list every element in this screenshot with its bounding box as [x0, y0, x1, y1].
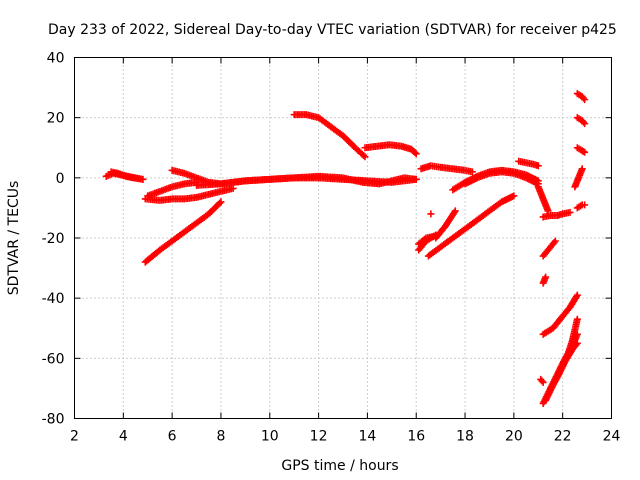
x-tick-label: 12 [310, 429, 328, 445]
series-arc-13 [424, 192, 518, 260]
series-arc-2 [107, 168, 147, 183]
series-arc-27 [546, 330, 581, 392]
x-tick-label: 6 [168, 429, 177, 445]
data-point [573, 291, 581, 299]
data-point [534, 162, 542, 170]
y-tick-label: 0 [56, 171, 65, 187]
series-arc-23 [539, 291, 581, 338]
x-tick-labels: 2 4 6 8 10 12 14 16 18 20 22 24 [70, 429, 620, 445]
data-point [539, 378, 547, 386]
data-point [581, 201, 589, 209]
y-tick-label: -20 [42, 231, 65, 247]
x-tick-label: 4 [119, 429, 128, 445]
data-point [360, 151, 368, 159]
series-arc-22 [539, 273, 550, 287]
series-arc-32 [573, 90, 589, 104]
x-tick-label: 24 [603, 429, 621, 445]
data-point [412, 175, 420, 183]
series-arc-3 [141, 198, 225, 266]
y-axis-label: SDTVAR / TECUs [6, 181, 22, 296]
series-arc-9 [361, 141, 420, 158]
series-arc-20 [539, 208, 574, 221]
series-arc-7 [193, 174, 420, 189]
data-point [139, 175, 147, 183]
series-arc-29 [573, 201, 589, 212]
data-point [538, 377, 546, 385]
x-tick-label: 18 [456, 429, 474, 445]
series-arc-4 [141, 184, 237, 204]
data-point [581, 96, 589, 104]
chart-title: Day 233 of 2022, Sidereal Day-to-day VTE… [48, 22, 617, 38]
y-tick-label: -60 [42, 351, 65, 367]
x-tick-label: 22 [554, 429, 572, 445]
x-tick-label: 14 [358, 429, 376, 445]
data-point [510, 192, 518, 200]
data-point [578, 165, 586, 173]
series-arc-28 [571, 165, 586, 191]
grid-lines [74, 57, 612, 419]
data-point [216, 199, 224, 207]
series-arc-8 [290, 111, 369, 161]
data-point [450, 208, 458, 216]
x-tick-label: 10 [261, 429, 279, 445]
x-tick-label: 20 [505, 429, 523, 445]
data-point [542, 273, 550, 281]
data-point [427, 210, 435, 218]
data-point [451, 207, 459, 215]
data-point [361, 153, 369, 161]
data-point [217, 198, 225, 206]
y-tick-label: 40 [47, 51, 65, 67]
data-point [579, 94, 587, 102]
y-tick-label: -80 [42, 412, 65, 428]
data-point [579, 118, 587, 126]
y-tick-labels: 40 20 0 -20 -40 -60 -80 [42, 51, 65, 428]
series-arc-21 [539, 237, 559, 260]
series-arc-15 [417, 162, 476, 176]
data-point [468, 168, 476, 176]
series-arc-17 [461, 168, 542, 188]
data-marks [102, 90, 589, 407]
series-arc-14 [432, 207, 459, 242]
data-point [572, 293, 580, 301]
data-point [229, 184, 237, 192]
data-point [411, 149, 419, 157]
y-tick-label: 20 [47, 111, 65, 127]
series-arc-19 [534, 183, 552, 215]
data-point [581, 120, 589, 128]
data-point [551, 237, 559, 245]
series-arc-30 [573, 144, 589, 156]
plot-frame [74, 57, 612, 419]
data-point [573, 330, 581, 338]
data-point [550, 239, 558, 247]
y-tick-label: -40 [42, 291, 65, 307]
data-point [573, 315, 581, 323]
x-tick-label: 16 [407, 429, 425, 445]
data-point [566, 208, 574, 216]
x-tick-label: 2 [70, 429, 79, 445]
series-arc-11 [415, 232, 437, 248]
series-arc-12 [427, 210, 435, 218]
series-arc-18 [515, 157, 542, 170]
series-arc-31 [573, 114, 589, 128]
data-point [412, 150, 420, 158]
x-axis-label: GPS time / hours [281, 458, 398, 474]
series-arc-24 [537, 375, 547, 386]
x-tick-label: 8 [216, 429, 225, 445]
data-point [581, 148, 589, 156]
